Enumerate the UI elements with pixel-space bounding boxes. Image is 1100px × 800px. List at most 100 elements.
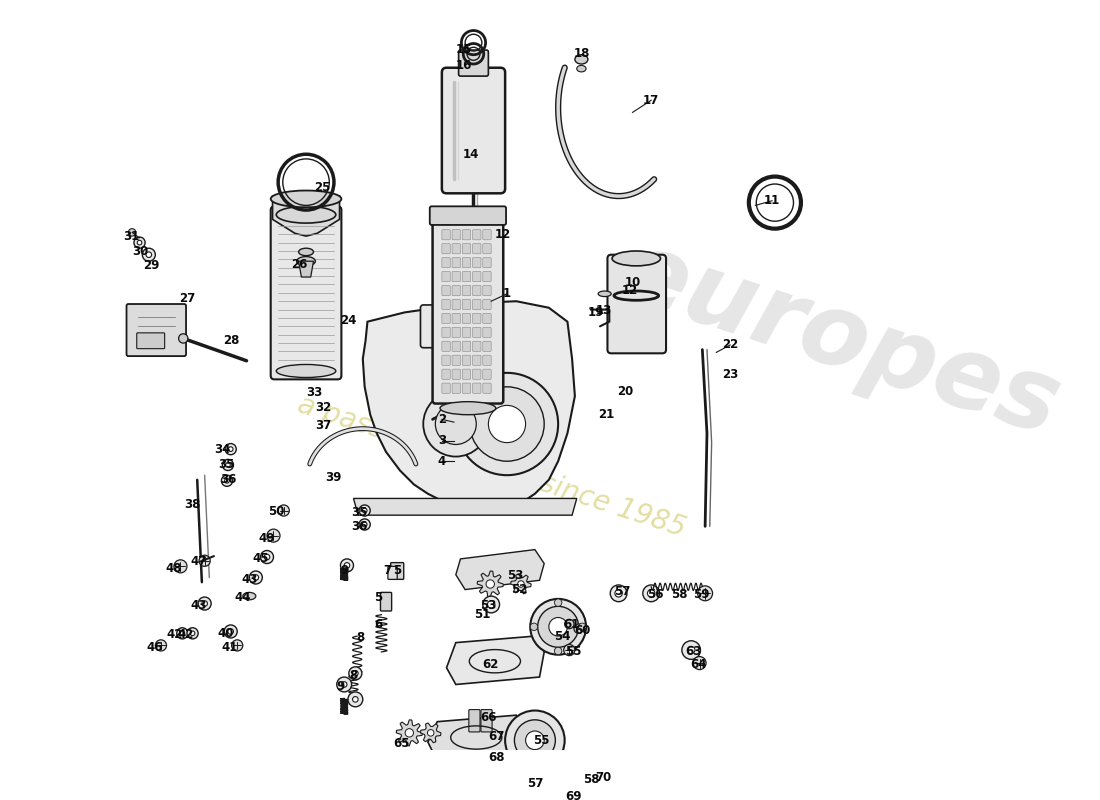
FancyBboxPatch shape xyxy=(452,243,461,254)
Text: 59: 59 xyxy=(693,588,710,601)
FancyBboxPatch shape xyxy=(442,271,450,282)
Text: 42: 42 xyxy=(167,628,183,641)
Ellipse shape xyxy=(612,251,660,266)
FancyBboxPatch shape xyxy=(462,327,471,338)
Text: 25: 25 xyxy=(314,182,330,194)
Circle shape xyxy=(349,667,362,680)
Circle shape xyxy=(483,596,499,613)
Text: 33: 33 xyxy=(306,386,322,399)
Text: 39: 39 xyxy=(324,471,341,485)
Text: 58: 58 xyxy=(583,773,600,786)
Circle shape xyxy=(261,550,274,563)
FancyBboxPatch shape xyxy=(483,230,492,240)
Circle shape xyxy=(530,623,538,630)
FancyBboxPatch shape xyxy=(473,243,481,254)
Text: 55: 55 xyxy=(534,734,550,746)
Text: 53: 53 xyxy=(481,599,496,612)
Text: 65: 65 xyxy=(394,737,410,750)
Circle shape xyxy=(486,580,494,588)
Text: 52: 52 xyxy=(510,583,527,596)
Text: 53: 53 xyxy=(507,569,524,582)
Polygon shape xyxy=(428,715,526,761)
Text: 46: 46 xyxy=(146,641,163,654)
Circle shape xyxy=(455,373,558,475)
Text: 29: 29 xyxy=(143,259,160,272)
Circle shape xyxy=(344,562,350,568)
Circle shape xyxy=(226,443,236,454)
Circle shape xyxy=(428,730,435,736)
Circle shape xyxy=(253,574,258,580)
Circle shape xyxy=(278,505,289,516)
Circle shape xyxy=(155,640,166,651)
Circle shape xyxy=(579,623,586,630)
Text: 22: 22 xyxy=(722,338,738,351)
FancyBboxPatch shape xyxy=(432,217,504,403)
Circle shape xyxy=(563,645,575,656)
Text: 26: 26 xyxy=(292,258,308,270)
Circle shape xyxy=(585,771,602,788)
Text: 18: 18 xyxy=(574,47,591,60)
Circle shape xyxy=(604,777,609,782)
Text: 5: 5 xyxy=(393,563,402,577)
Circle shape xyxy=(648,590,654,597)
Text: 38: 38 xyxy=(185,498,200,510)
Text: 7: 7 xyxy=(383,563,390,577)
Polygon shape xyxy=(273,196,340,236)
Text: 43: 43 xyxy=(190,599,207,612)
Text: 30: 30 xyxy=(132,246,148,258)
FancyBboxPatch shape xyxy=(452,299,461,310)
Circle shape xyxy=(264,554,270,560)
FancyBboxPatch shape xyxy=(473,369,481,379)
Polygon shape xyxy=(298,262,314,277)
Text: 5: 5 xyxy=(374,591,383,605)
FancyBboxPatch shape xyxy=(483,342,492,351)
Circle shape xyxy=(574,624,583,634)
FancyBboxPatch shape xyxy=(607,254,667,354)
Text: 23: 23 xyxy=(722,368,738,382)
Text: 68: 68 xyxy=(488,751,505,765)
Text: 9: 9 xyxy=(337,680,344,693)
Text: 64: 64 xyxy=(691,658,707,670)
Circle shape xyxy=(146,252,152,258)
Text: 44: 44 xyxy=(234,591,251,605)
Ellipse shape xyxy=(297,257,316,266)
FancyBboxPatch shape xyxy=(473,383,481,394)
Text: 47: 47 xyxy=(190,555,207,568)
Circle shape xyxy=(142,248,155,262)
FancyBboxPatch shape xyxy=(462,355,471,366)
Circle shape xyxy=(515,720,556,761)
Circle shape xyxy=(190,631,195,636)
Circle shape xyxy=(359,519,371,530)
Text: a passion for cars since 1985: a passion for cars since 1985 xyxy=(294,390,689,543)
Polygon shape xyxy=(455,550,544,590)
FancyBboxPatch shape xyxy=(462,314,471,323)
Circle shape xyxy=(527,774,546,792)
Ellipse shape xyxy=(575,54,587,64)
Text: 34: 34 xyxy=(214,442,231,456)
Text: 1: 1 xyxy=(503,287,512,300)
FancyBboxPatch shape xyxy=(483,314,492,323)
FancyBboxPatch shape xyxy=(442,299,450,310)
FancyBboxPatch shape xyxy=(473,230,481,240)
Circle shape xyxy=(697,586,713,601)
Text: 32: 32 xyxy=(316,401,332,414)
FancyBboxPatch shape xyxy=(452,230,461,240)
Text: 36: 36 xyxy=(351,520,367,533)
FancyBboxPatch shape xyxy=(442,355,450,366)
FancyBboxPatch shape xyxy=(452,286,461,296)
Text: 31: 31 xyxy=(123,230,140,242)
Circle shape xyxy=(224,625,238,638)
Text: 70: 70 xyxy=(595,771,612,784)
Circle shape xyxy=(353,670,359,676)
Circle shape xyxy=(554,647,562,654)
FancyBboxPatch shape xyxy=(483,243,492,254)
FancyBboxPatch shape xyxy=(442,327,450,338)
Text: 60: 60 xyxy=(574,624,591,637)
FancyBboxPatch shape xyxy=(473,314,481,323)
Text: 27: 27 xyxy=(179,292,195,305)
Circle shape xyxy=(180,631,185,636)
FancyBboxPatch shape xyxy=(271,206,341,379)
Text: 17: 17 xyxy=(644,94,659,106)
FancyBboxPatch shape xyxy=(442,243,450,254)
Circle shape xyxy=(250,571,262,584)
